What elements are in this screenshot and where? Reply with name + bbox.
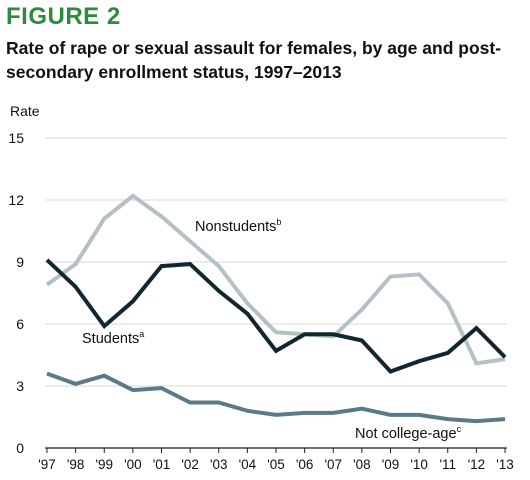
x-tick-label: '07 [324, 457, 342, 472]
x-tick-label: '03 [210, 457, 228, 472]
x-tick-label: '01 [153, 457, 171, 472]
series-line-nonstudents [45, 193, 506, 366]
chart-title: Rate of rape or sexual assault for femal… [6, 38, 502, 82]
x-tick-label: '00 [124, 457, 142, 472]
x-tick-label: '10 [410, 457, 428, 472]
series-label-nonstudents: Nonstudentsb [195, 217, 281, 235]
figure-label: FIGURE 2 [6, 3, 121, 30]
series-label-superscript: a [139, 329, 144, 339]
series-label-superscript: c [457, 424, 462, 434]
y-tick-label: 15 [8, 130, 24, 146]
x-tick-label: '06 [296, 457, 314, 472]
x-tick-label: '08 [353, 457, 371, 472]
x-tick-label: '13 [496, 457, 514, 472]
y-tick-label: 6 [16, 316, 24, 332]
x-tick-label: '02 [181, 457, 199, 472]
x-tick-label: '11 [439, 457, 456, 472]
y-tick-label: 3 [16, 378, 24, 394]
x-tick-label: '04 [239, 457, 257, 472]
x-tick-label: '99 [95, 457, 113, 472]
x-tick-label: '97 [38, 457, 56, 472]
x-tick-label: '05 [267, 457, 285, 472]
series-label-students: Studentsa [82, 329, 144, 347]
x-tick-label: '98 [67, 457, 85, 472]
y-axis-title: Rate [10, 103, 40, 119]
series-label-superscript: b [276, 217, 281, 227]
x-tick-label: '12 [468, 457, 486, 472]
y-tick-label: 0 [16, 440, 24, 456]
series-label-not-college-age: Not college-agec [355, 424, 462, 442]
y-tick-label: 12 [8, 192, 24, 208]
y-tick-label: 9 [16, 254, 24, 270]
x-tick-label: '09 [382, 457, 400, 472]
series-line-not-college-age [46, 371, 506, 424]
series-line-students [45, 258, 507, 374]
